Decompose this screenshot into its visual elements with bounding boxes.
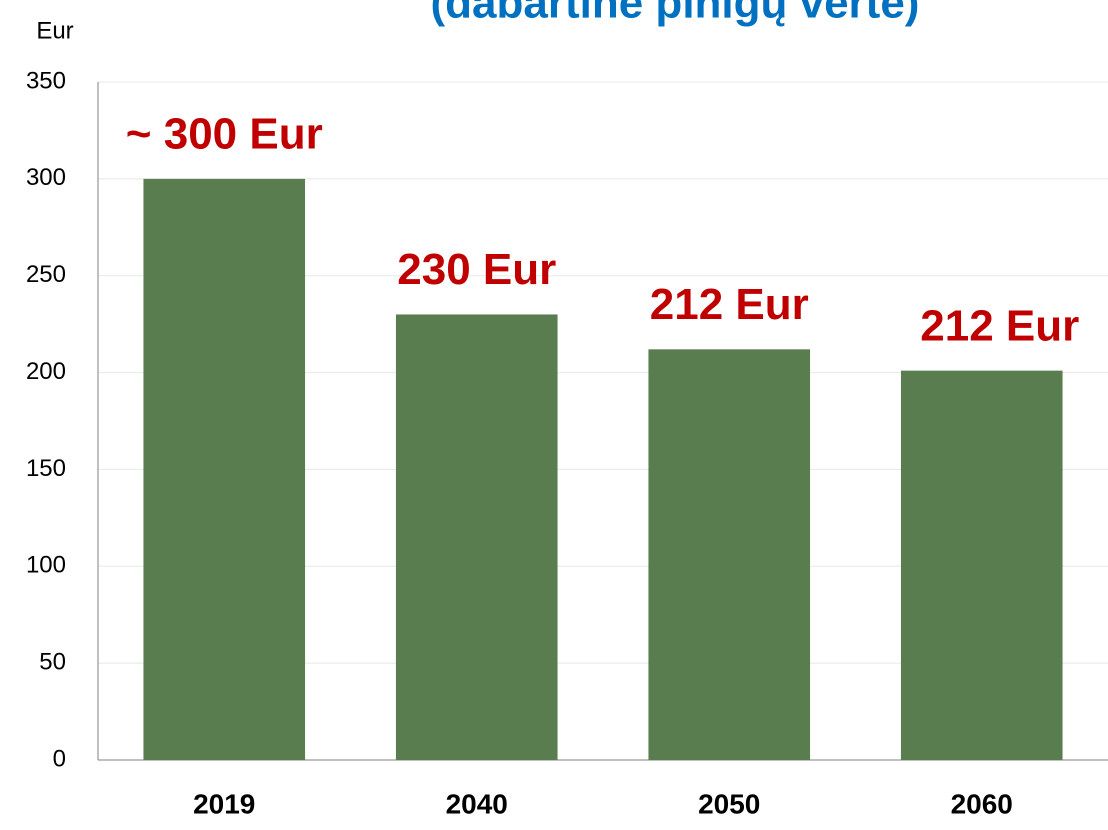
- annotation: 230 Eur: [397, 245, 556, 294]
- bar: [648, 349, 811, 760]
- annotation: ~ 300 Eur: [126, 109, 323, 158]
- bar: [143, 178, 306, 760]
- y-tick-label: 100: [26, 552, 66, 579]
- x-tick-label: 2050: [698, 788, 760, 819]
- y-tick-label: 300: [26, 164, 66, 191]
- annotation: 212 Eur: [920, 301, 1079, 350]
- y-tick-label: 250: [26, 261, 66, 288]
- x-tick-label: 2019: [193, 788, 255, 819]
- bar: [395, 314, 558, 760]
- y-tick-label: 150: [26, 455, 66, 482]
- x-tick-label: 2040: [446, 788, 508, 819]
- y-tick-label: 0: [53, 745, 66, 772]
- y-axis-label: Eur: [36, 17, 73, 44]
- y-tick-label: 350: [26, 67, 66, 94]
- bar: [900, 370, 1063, 760]
- y-tick-label: 200: [26, 358, 66, 385]
- x-tick-label: 2060: [951, 788, 1013, 819]
- y-tick-label: 50: [39, 648, 66, 675]
- annotation: 212 Eur: [650, 280, 809, 329]
- chart-title: (dabartinė pinigų vertė): [431, 0, 920, 28]
